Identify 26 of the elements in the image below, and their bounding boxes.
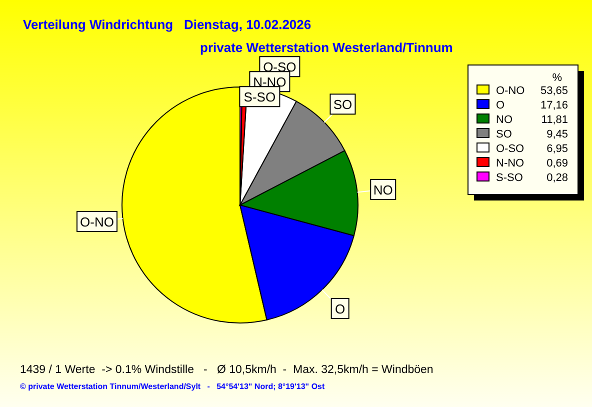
chart-title: Verteilung Windrichtung Dienstag, 10.02.2026 bbox=[23, 17, 312, 32]
slice-label: SO bbox=[333, 97, 352, 112]
legend-label: O bbox=[496, 100, 505, 112]
data-label: 11,81 bbox=[541, 114, 568, 126]
slice-label: O-SO bbox=[263, 60, 296, 75]
slice-label: S-SO bbox=[244, 90, 276, 105]
chart-subtitle: private Wetterstation Westerland/Tinnum bbox=[200, 40, 453, 55]
slice-label: O bbox=[335, 301, 346, 316]
legend-label: O-NO bbox=[496, 85, 526, 97]
slice-label: O-NO bbox=[80, 214, 114, 230]
slice-label: NO bbox=[373, 182, 393, 198]
text: © private Wetterstation Tinnum/Westerland/Sylt - 54°54'13" Nord; 8°19'13" Ost bbox=[20, 382, 325, 391]
data-label: 0,69 bbox=[546, 158, 568, 170]
legend-label: SO bbox=[496, 128, 512, 140]
data-label: 0,28 bbox=[546, 172, 568, 184]
data-label: 17,16 bbox=[540, 100, 568, 112]
slice-label: N-NO bbox=[253, 74, 286, 90]
legend-label: S-SO bbox=[496, 172, 524, 184]
text: 1439 / 1 Werte -> 0.1% Windstille - Ø 10,5km/h - Max. 32,5km/h = Windböen bbox=[20, 364, 434, 376]
data-label: 53,65 bbox=[540, 85, 568, 97]
legend-label: NO bbox=[496, 114, 513, 126]
legend-label: N-NO bbox=[496, 158, 525, 170]
data-label: 6,95 bbox=[546, 143, 568, 155]
data-label: 9,45 bbox=[546, 128, 568, 140]
legend-label: O-SO bbox=[496, 143, 525, 155]
legend-title: % bbox=[552, 72, 562, 84]
